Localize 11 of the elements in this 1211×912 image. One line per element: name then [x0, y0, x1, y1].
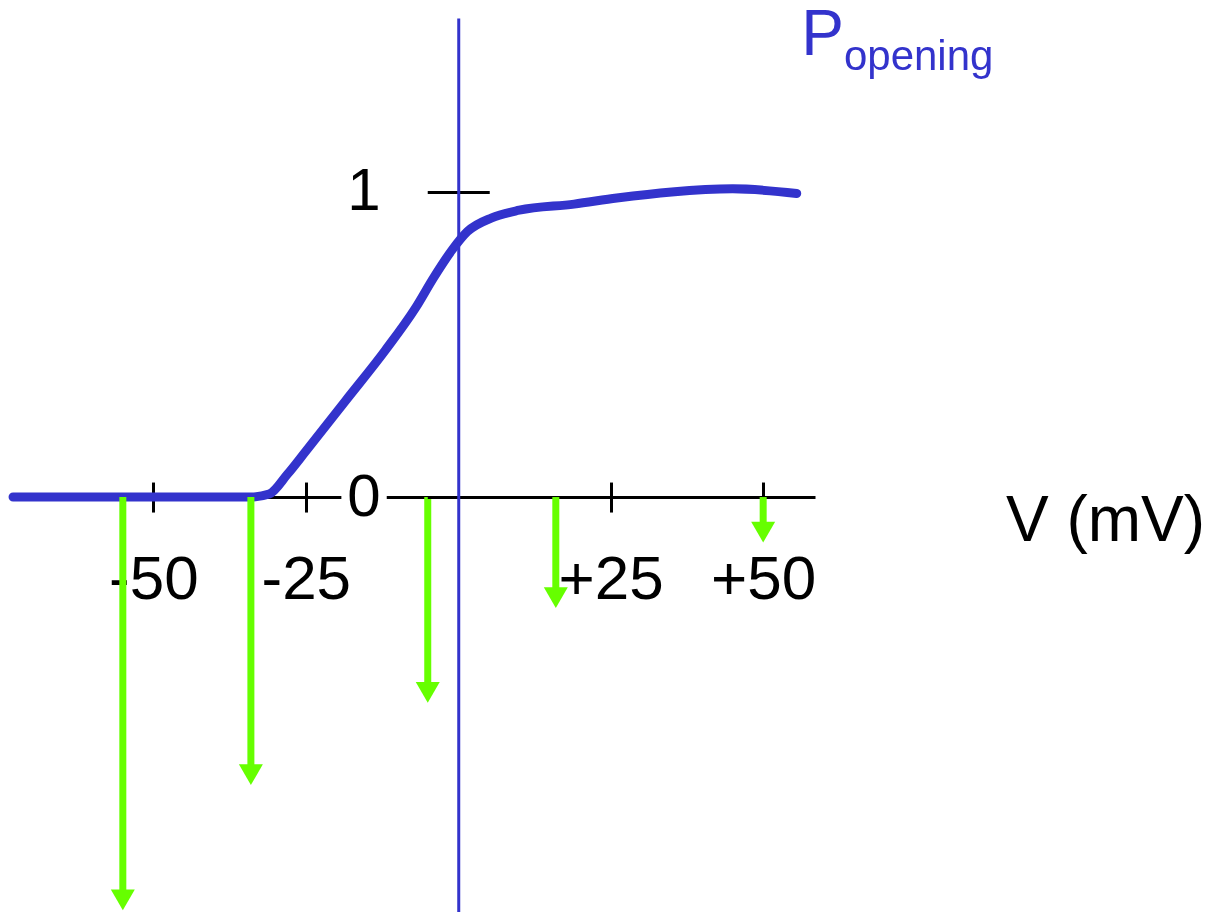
y-tick-label: 0 [347, 461, 381, 529]
point [751, 521, 776, 543]
y-axis-title: P$_{opening}$ [801, 0, 994, 79]
point [415, 681, 440, 703]
x-tick-label: +25 [558, 542, 664, 612]
x-tick-label: +50 [711, 542, 817, 612]
x-tick-label: -25 [261, 542, 352, 612]
y-tick-label: 1 [347, 156, 381, 224]
point [110, 889, 135, 911]
x-axis-title: V (mV) [1005, 482, 1206, 555]
point [238, 764, 263, 786]
